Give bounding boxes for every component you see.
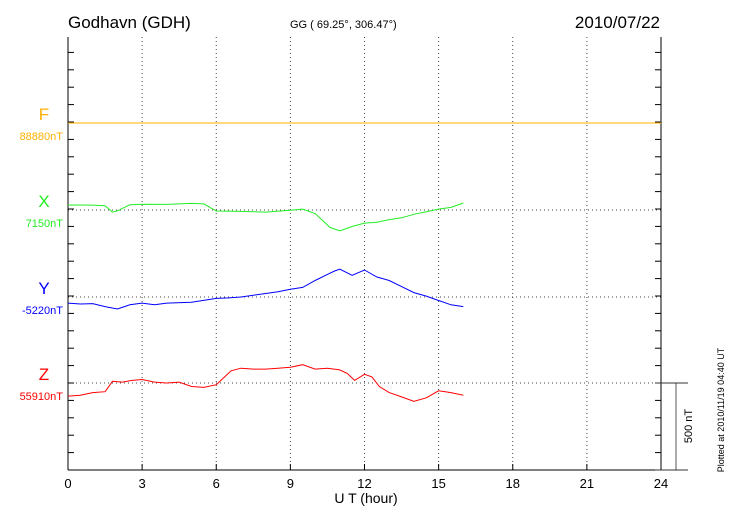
series-labels: F 88880nT X 7150nT Y -5220nT Z 55910nT [20,105,64,403]
x-tick-label: 9 [287,476,294,491]
series-y-name: Y [38,279,49,298]
plot-date: 2010/07/22 [575,13,660,32]
x-tick-label: 12 [357,476,371,491]
station-title: Godhavn (GDH) [68,13,191,32]
x-tick-label: 21 [580,476,594,491]
series-x-line [68,202,464,232]
series-z-line [67,364,464,402]
grid [68,37,661,470]
x-axis-label: U T (hour) [334,490,397,506]
series-y-baseline: -5220nT [22,305,63,317]
x-tick-label: 18 [506,476,520,491]
series-group [67,122,661,402]
scale-label: 500 nT [683,409,695,444]
axes: 0 3 6 9 12 15 18 21 24 [64,37,668,491]
series-z-name: Z [39,365,49,384]
x-tick-label: 3 [139,476,146,491]
station-coords: GG ( 69.25°, 306.47°) [290,19,397,31]
x-tick-label: 6 [213,476,220,491]
series-f-baseline: 88880nT [20,131,64,143]
series-y-line [67,268,464,310]
series-x-name: X [38,192,49,211]
x-tick-label: 0 [64,476,71,491]
plotted-timestamp: Plotted at 2010/11/19 04:40 UT [716,347,726,472]
x-tick-label: 15 [431,476,445,491]
series-z-baseline: 55910nT [20,391,64,403]
x-tick-label: 24 [654,476,668,491]
series-f-name: F [39,105,49,124]
series-x-baseline: 7150nT [26,218,64,230]
